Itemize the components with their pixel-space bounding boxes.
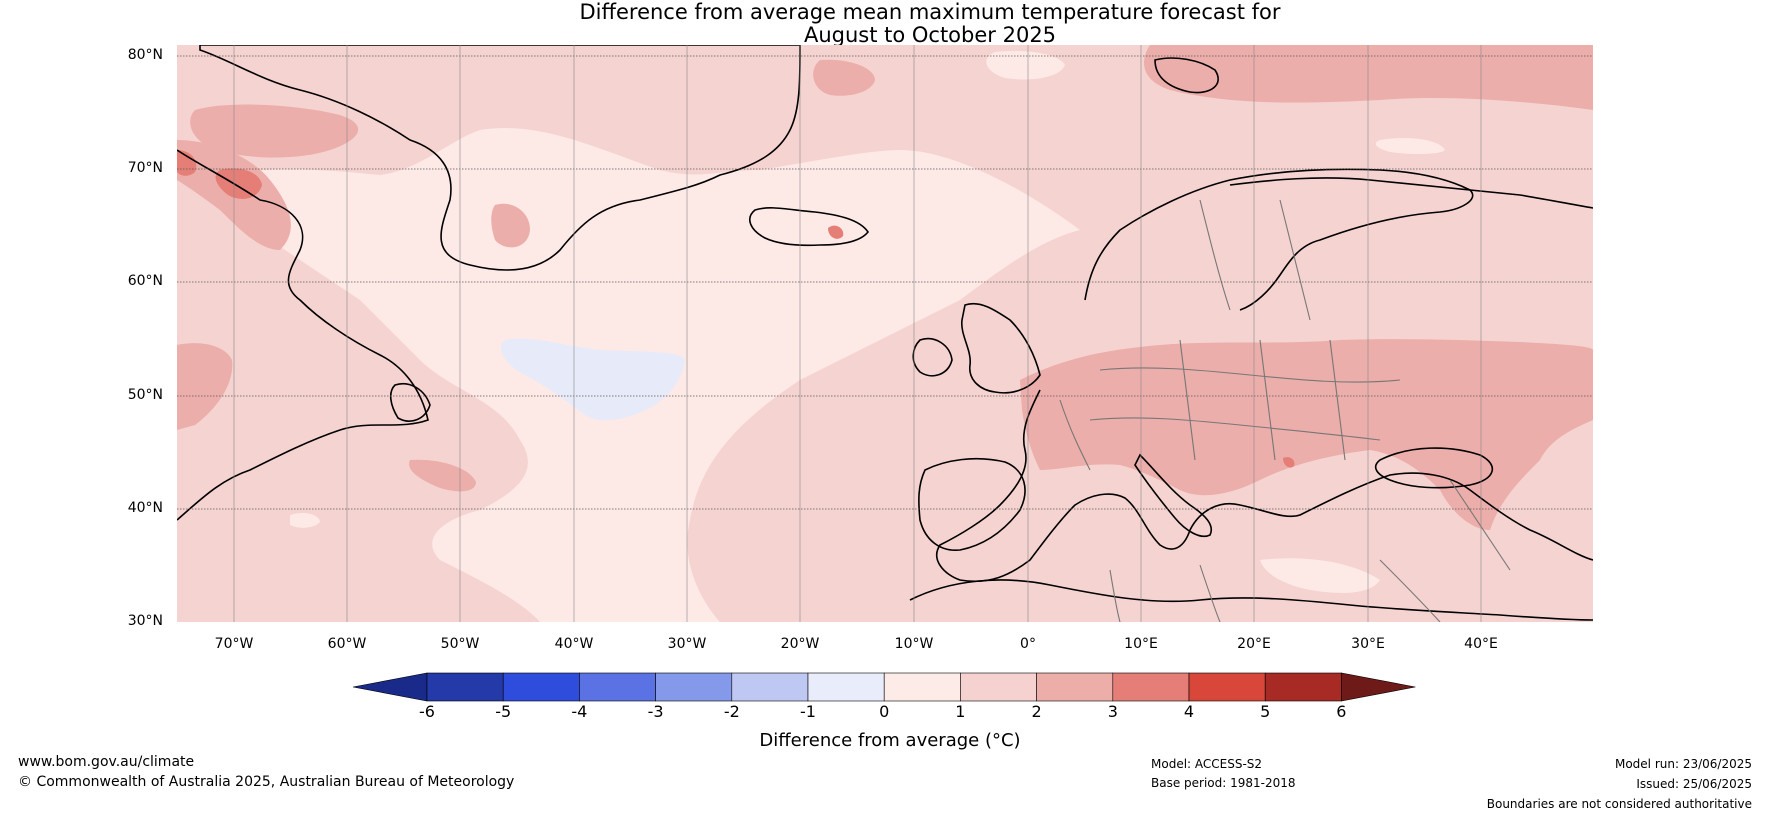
colorbar-tick-label: 1 xyxy=(955,702,966,721)
lat-label-30n: 30°N xyxy=(127,613,163,629)
band-0-1-patches xyxy=(290,50,1445,593)
lon-label-20e: 20°E xyxy=(1237,636,1271,652)
colorbar-swatch-4 xyxy=(731,672,809,702)
colorbar-tick-label: -4 xyxy=(571,702,588,721)
colorbar-swatch-5 xyxy=(807,672,885,702)
colorbar-swatch-10 xyxy=(1188,672,1266,702)
colorbar-swatch-7 xyxy=(960,672,1037,702)
map-subtitle: August to October 2025 xyxy=(803,23,1057,47)
footer-issued: Issued: 25/06/2025 xyxy=(1636,777,1752,791)
colorbar-swatch-8 xyxy=(1036,672,1114,702)
lon-label-20w: 20°W xyxy=(780,636,820,652)
colorbar-tick-label: -6 xyxy=(419,702,435,721)
lon-label-40e: 40°E xyxy=(1464,636,1498,652)
colorbar-extend-low xyxy=(352,672,428,702)
colorbar-tick-label: -3 xyxy=(647,702,664,721)
footer-model: Model: ACCESS-S2 xyxy=(1151,757,1263,771)
footer-url: www.bom.gov.au/climate xyxy=(18,754,195,770)
colorbar-tick-label: 2 xyxy=(1031,702,1042,721)
anomaly-band-neg1-0 xyxy=(501,338,685,421)
footer-copyright: © Commonwealth of Australia 2025, Austra… xyxy=(18,774,515,790)
colorbar-swatch-1 xyxy=(502,672,580,702)
colorbar-tick-label: -2 xyxy=(723,702,740,721)
lon-label-30e: 30°E xyxy=(1351,636,1385,652)
meridians xyxy=(233,45,1482,622)
anomaly-band-3-4 xyxy=(177,150,1295,468)
colorbar-extend-high xyxy=(1341,672,1416,702)
lon-label-50w: 50°W xyxy=(440,636,480,652)
colorbar-tick-label: -1 xyxy=(800,702,816,721)
colorbar-swatch-3 xyxy=(655,672,733,702)
colorbar-swatch-2 xyxy=(579,672,656,702)
coastlines xyxy=(177,45,1593,621)
colorbar-label: Difference from average (°C) xyxy=(759,730,1021,751)
colorbar-swatch-0 xyxy=(426,672,504,702)
lat-label-50n: 50°N xyxy=(127,387,163,403)
colorbar-tick-label: 5 xyxy=(1260,702,1271,721)
lon-label-70w: 70°W xyxy=(214,636,254,652)
lon-label-40w: 40°W xyxy=(554,636,594,652)
lat-label-60n: 60°N xyxy=(127,273,163,289)
lat-label-80n: 80°N xyxy=(127,47,163,63)
footer-boundaries: Boundaries are not considered authoritat… xyxy=(1486,797,1752,811)
colorbar-swatch-6 xyxy=(883,672,961,702)
colorbar-tick-label: 4 xyxy=(1183,702,1195,721)
footer-base-period: Base period: 1981-2018 xyxy=(1151,776,1296,790)
graticule xyxy=(177,55,1593,510)
footer-model-run: Model run: 23/06/2025 xyxy=(1614,757,1752,771)
map-title: Difference from average mean maximum tem… xyxy=(579,0,1281,24)
lon-label-10w: 10°W xyxy=(894,636,934,652)
colorbar-tick-label: 6 xyxy=(1336,702,1347,721)
colorbar-tick-label: 0 xyxy=(879,702,890,721)
lon-label-0: 0° xyxy=(1020,636,1036,652)
lon-label-60w: 60°W xyxy=(327,636,367,652)
colorbar-swatch-9 xyxy=(1112,672,1190,702)
lon-label-30w: 30°W xyxy=(667,636,707,652)
lat-label-70n: 70°N xyxy=(127,160,163,176)
lon-label-10e: 10°E xyxy=(1124,636,1158,652)
colorbar xyxy=(352,672,1416,702)
colorbar-swatch-11 xyxy=(1264,672,1342,702)
country-borders xyxy=(1059,199,1511,622)
colorbar-tick-label: 3 xyxy=(1107,702,1118,721)
colorbar-tick-label: -5 xyxy=(495,702,512,721)
lat-label-40n: 40°N xyxy=(127,500,163,516)
